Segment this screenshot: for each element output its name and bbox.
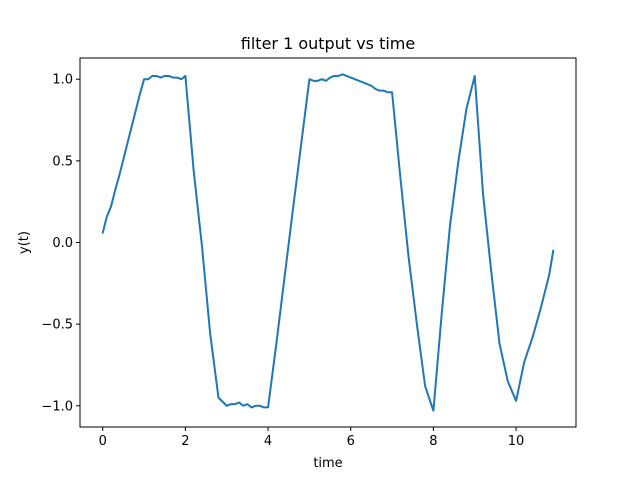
y-axis-label: y(t) (17, 231, 32, 254)
x-tick-label: 8 (429, 434, 437, 449)
x-axis: 0 2 4 6 8 10 (99, 427, 525, 449)
plot-area (101, 73, 555, 412)
x-axis-label: time (313, 456, 342, 471)
chart-title: filter 1 output vs time (241, 34, 415, 53)
y-tick-label: 1.0 (52, 73, 73, 88)
series-line-1 (101, 73, 555, 412)
y-tick-label: −0.5 (41, 318, 73, 333)
x-tick-label: 4 (264, 434, 272, 449)
x-tick-label: 2 (181, 434, 189, 449)
y-tick-label: 0.5 (52, 154, 73, 169)
x-tick-label: 6 (347, 434, 355, 449)
x-tick-label: 10 (508, 434, 525, 449)
x-tick-label: 0 (99, 434, 107, 449)
y-tick-label: −1.0 (41, 399, 73, 414)
y-tick-label: 0.0 (52, 236, 73, 251)
y-axis: −1.0 −0.5 0.0 0.5 1.0 (41, 73, 80, 414)
